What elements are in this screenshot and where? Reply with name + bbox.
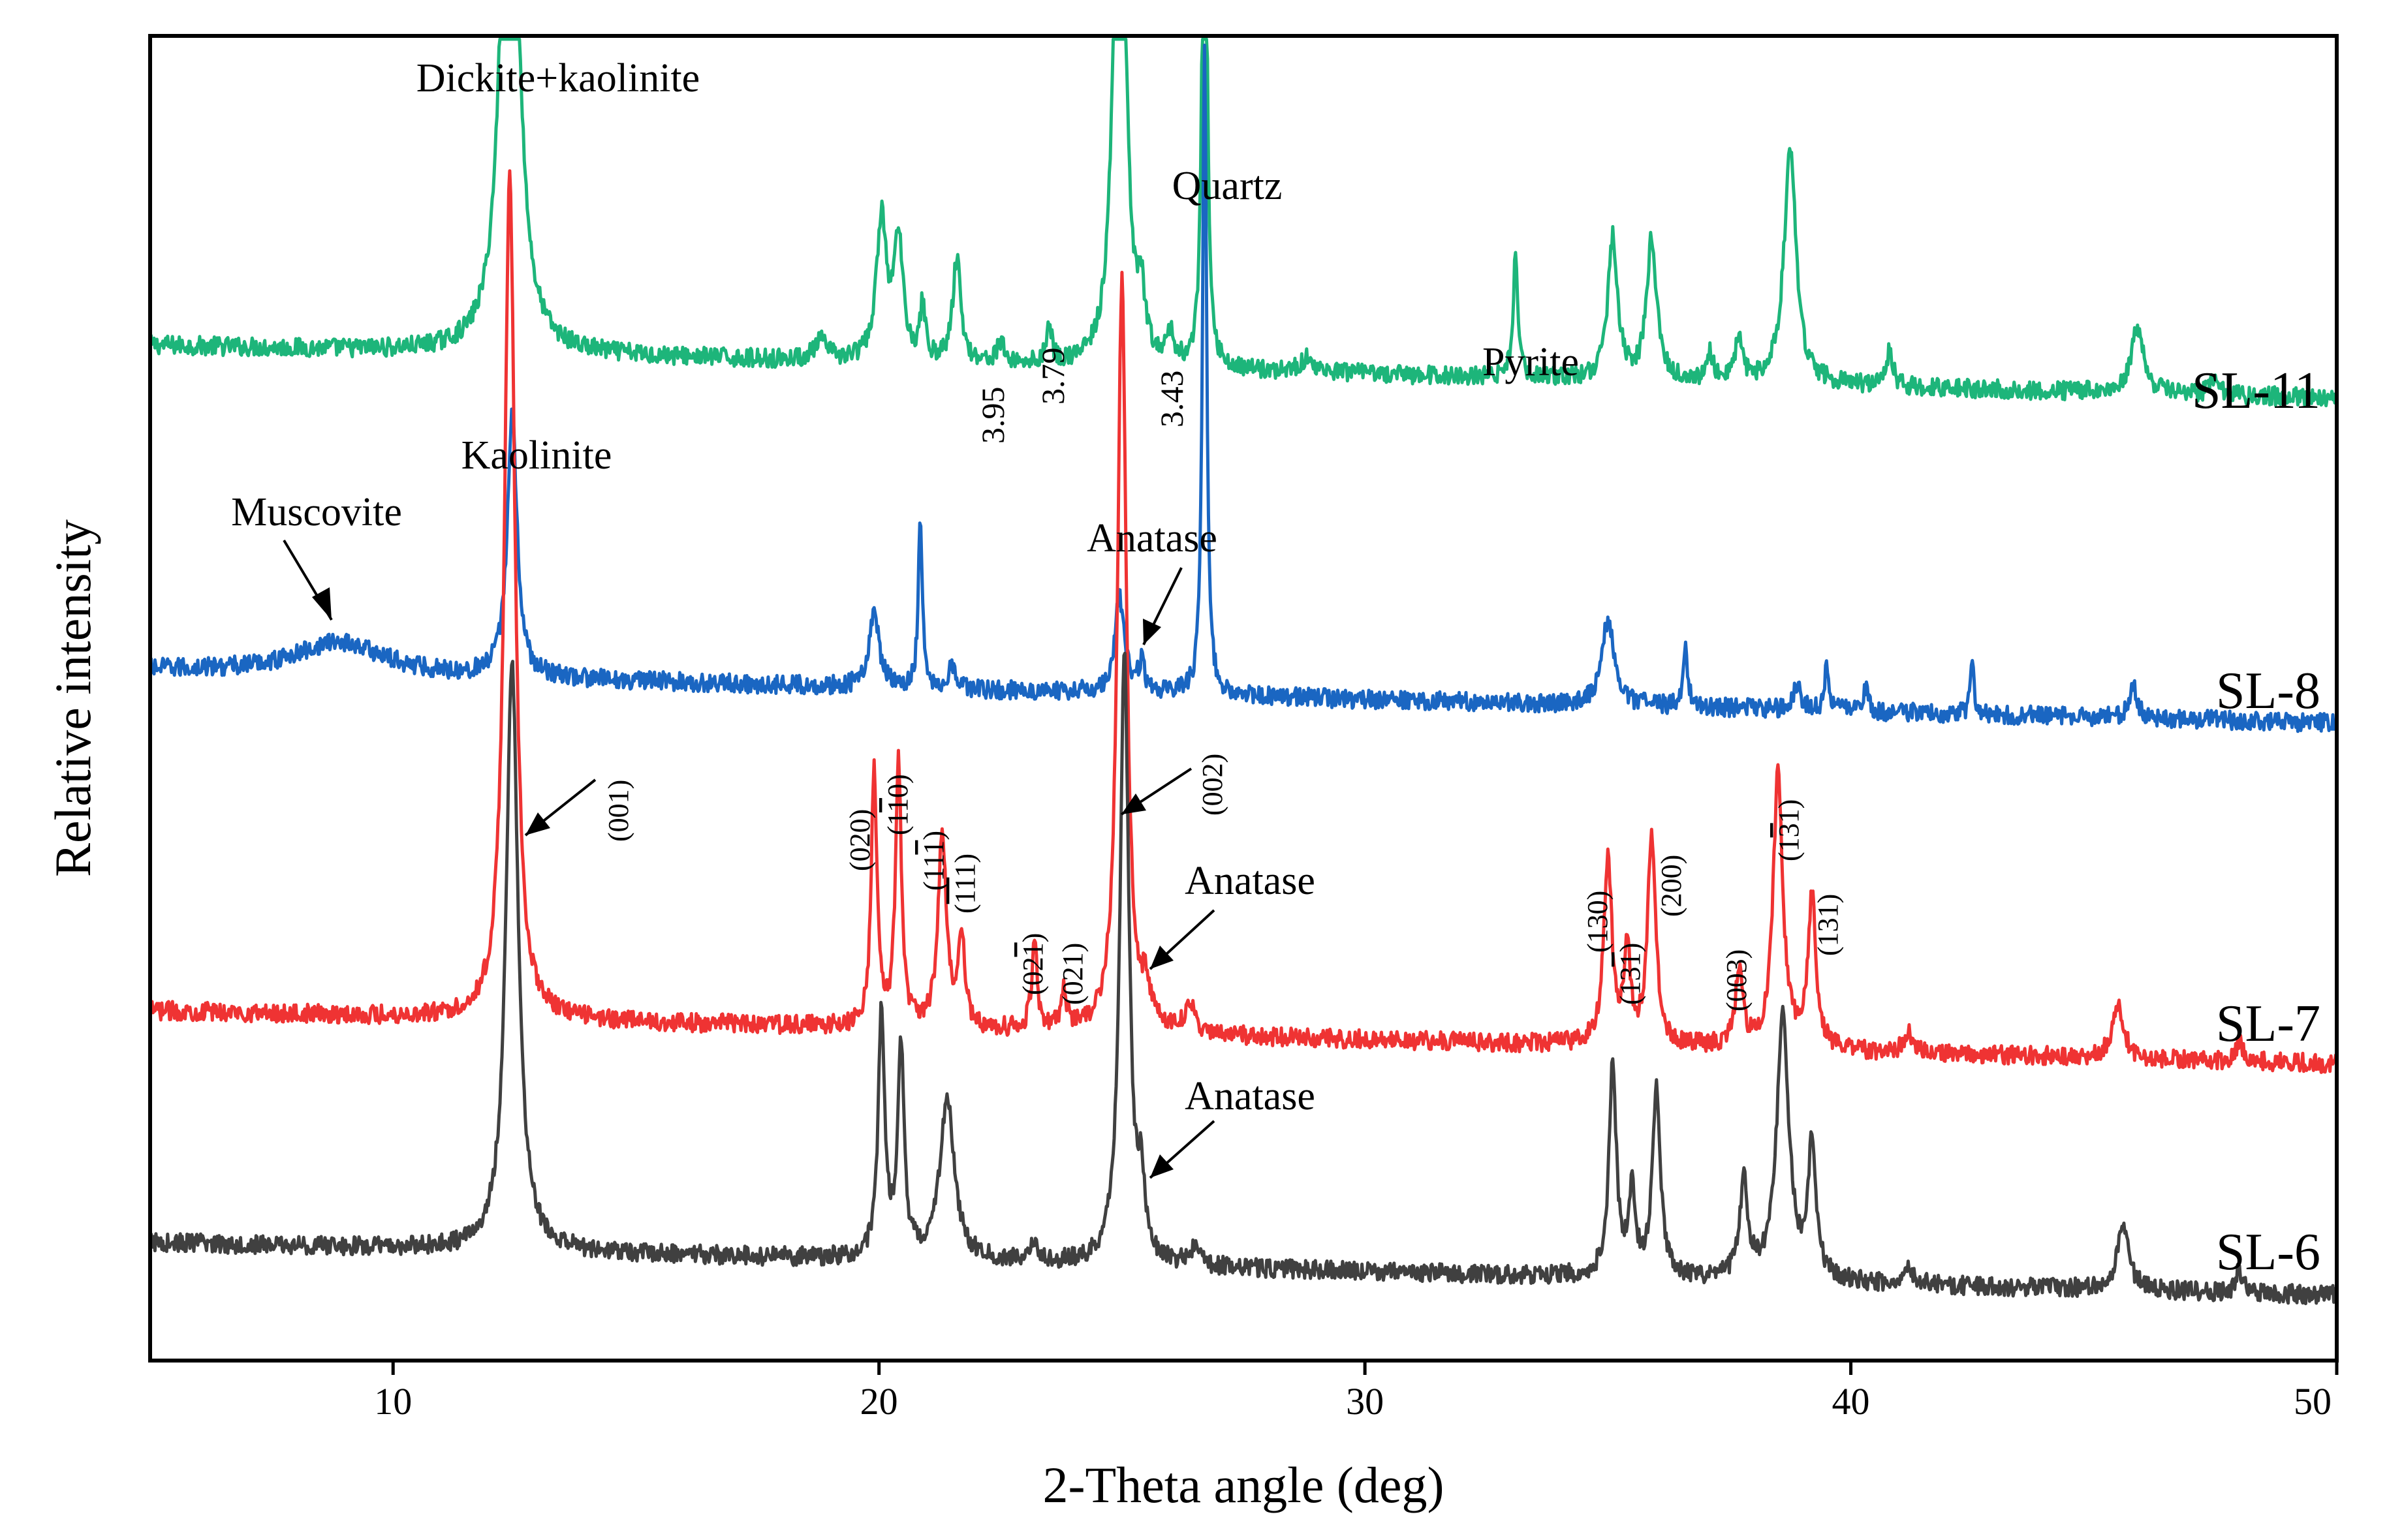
- miller-1-10-part-b: 1: [882, 798, 914, 812]
- annotation-kaolinite: Kaolinite: [461, 433, 612, 478]
- x-tick-label: 40: [1832, 1380, 1870, 1423]
- miller-1-31-part-c: 1): [1773, 799, 1805, 824]
- annotation-pyrite: Pyrite: [1482, 340, 1579, 384]
- x-axis: 10 20 30 40 50: [374, 1361, 2339, 1423]
- x-axis-title: 2-Theta angle (deg): [1042, 1456, 1444, 1513]
- x-tick-label: 20: [860, 1380, 898, 1423]
- miller-1-10-part-a: (1: [882, 812, 914, 835]
- x-tick-label: 10: [374, 1380, 412, 1423]
- d-spacing-3-43: 3.43: [1153, 371, 1190, 428]
- miller-1-31: (131): [1773, 799, 1805, 861]
- miller-13-1-part-a: (13: [1614, 966, 1646, 1005]
- series-line-sl-11: [148, 37, 2339, 408]
- miller-02-1-part-b: 1: [1017, 942, 1049, 957]
- x-tick-label: 50: [2294, 1380, 2332, 1423]
- miller-11-1-part-a: (11: [918, 855, 950, 891]
- miller-020: (020): [844, 809, 876, 871]
- arrowhead-anatase-sl8: [1143, 619, 1161, 645]
- series-group: [148, 37, 2339, 1306]
- sample-label-sl11: SL-11: [2192, 362, 2320, 420]
- miller-11-1-part-b: 1: [918, 840, 950, 855]
- miller-m1m11-part-c: 1): [949, 854, 981, 878]
- miller-003: (003): [1721, 949, 1753, 1011]
- miller-1-31-part-b: 3: [1773, 823, 1805, 837]
- arrowhead-anatase-sl6: [1150, 1154, 1174, 1178]
- miller-m1m11-part-b: 11: [949, 878, 981, 904]
- annotation-dickite-kaolinite: Dickite+kaolinite: [416, 56, 700, 100]
- miller-m1m11: (111): [949, 854, 981, 914]
- miller-1-10-part-c: 0): [882, 774, 914, 798]
- d-spacing-3-95: 3.95: [975, 387, 1011, 444]
- miller-m1m11-part-a: (: [949, 904, 981, 914]
- sample-label-sl7: SL-7: [2216, 995, 2320, 1053]
- annotation-anatase-sl6: Anatase: [1185, 1074, 1315, 1118]
- annotation-muscovite: Muscovite: [231, 490, 402, 534]
- miller-131: (131): [1812, 894, 1844, 956]
- arrowhead-muscovite: [312, 587, 332, 620]
- miller-001: (001): [602, 780, 634, 842]
- miller-13-1-part-b: 1: [1614, 952, 1646, 966]
- miller-11-1-part-c: ): [918, 831, 950, 840]
- miller-11-1: (111): [918, 831, 950, 891]
- sample-label-sl8: SL-8: [2216, 662, 2320, 720]
- arrowhead-001: [525, 812, 550, 835]
- miller-1-31-part-a: (1: [1773, 837, 1805, 861]
- arrowhead-anatase-sl7: [1150, 946, 1174, 969]
- miller-1-10: (110): [882, 774, 914, 835]
- plot-frame: [148, 34, 2339, 1363]
- annotation-quartz: Quartz: [1172, 164, 1283, 208]
- y-axis-title: Relative intensity: [44, 519, 101, 877]
- miller-02-1: (021): [1017, 933, 1049, 995]
- d-spacing-3-79: 3.79: [1035, 348, 1071, 405]
- arrowhead-002: [1121, 793, 1146, 814]
- miller-02-1-part-c: ): [1017, 933, 1049, 943]
- x-tick-label: 30: [1346, 1380, 1384, 1423]
- series-line-sl-6: [148, 651, 2339, 1306]
- miller-13-1-part-c: ): [1614, 943, 1646, 953]
- annotation-anatase-sl8: Anatase: [1087, 516, 1217, 561]
- miller-021: (021): [1057, 943, 1089, 1005]
- sample-label-sl6: SL-6: [2216, 1224, 2320, 1281]
- annotation-anatase-sl7: Anatase: [1185, 859, 1315, 903]
- miller-200: (200): [1655, 855, 1687, 917]
- miller-02-1-part-a: (02: [1017, 957, 1049, 995]
- miller-13-1: (131): [1614, 943, 1646, 1005]
- miller-002: (002): [1196, 754, 1228, 816]
- series-line-sl-7: [148, 169, 2339, 1074]
- miller-130: (130): [1582, 891, 1614, 953]
